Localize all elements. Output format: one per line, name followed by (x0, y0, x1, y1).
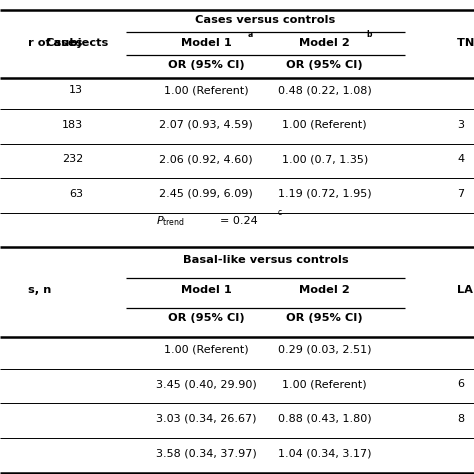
Text: $\mathit{P}_{\mathrm{trend}}$: $\mathit{P}_{\mathrm{trend}}$ (156, 214, 185, 228)
Text: Basal-like versus controls: Basal-like versus controls (182, 255, 348, 265)
Text: 1.00 (Referent): 1.00 (Referent) (283, 379, 367, 389)
Text: OR (95% CI): OR (95% CI) (286, 60, 363, 71)
Text: 1.00 (0.7, 1.35): 1.00 (0.7, 1.35) (282, 154, 368, 164)
Text: 2.06 (0.92, 4.60): 2.06 (0.92, 4.60) (159, 154, 253, 164)
Text: Model 1: Model 1 (181, 37, 232, 48)
Text: LA ca: LA ca (457, 285, 474, 295)
Text: TN ca: TN ca (457, 37, 474, 48)
Text: 13: 13 (69, 85, 83, 95)
Text: 1.00 (Referent): 1.00 (Referent) (283, 119, 367, 130)
Text: a: a (248, 30, 253, 38)
Text: Model 1: Model 1 (181, 285, 232, 295)
Text: 0.48 (0.22, 1.08): 0.48 (0.22, 1.08) (278, 85, 372, 95)
Text: OR (95% CI): OR (95% CI) (168, 60, 245, 71)
Text: OR (95% CI): OR (95% CI) (286, 313, 363, 323)
Text: 6: 6 (457, 379, 465, 389)
Text: 4: 4 (457, 154, 465, 164)
Text: b: b (366, 30, 372, 38)
Text: 63: 63 (69, 189, 83, 199)
Text: 3.03 (0.34, 26.67): 3.03 (0.34, 26.67) (156, 414, 256, 424)
Text: 1.19 (0.72, 1.95): 1.19 (0.72, 1.95) (278, 189, 372, 199)
Text: 8: 8 (457, 414, 465, 424)
Text: 3.58 (0.34, 37.97): 3.58 (0.34, 37.97) (156, 448, 256, 458)
Text: 0.29 (0.03, 2.51): 0.29 (0.03, 2.51) (278, 345, 372, 355)
Text: Cases: Cases (46, 37, 83, 48)
Text: 2.45 (0.99, 6.09): 2.45 (0.99, 6.09) (159, 189, 253, 199)
Text: c: c (277, 208, 282, 217)
Text: Model 2: Model 2 (299, 37, 350, 48)
Text: 1.00 (Referent): 1.00 (Referent) (164, 345, 248, 355)
Text: 2.07 (0.93, 4.59): 2.07 (0.93, 4.59) (159, 119, 253, 130)
Text: Cases versus controls: Cases versus controls (195, 15, 336, 25)
Text: 183: 183 (62, 119, 83, 130)
Text: 1.00 (Referent): 1.00 (Referent) (164, 85, 248, 95)
Text: 3: 3 (457, 119, 465, 130)
Text: 3.45 (0.40, 29.90): 3.45 (0.40, 29.90) (156, 379, 256, 389)
Text: OR (95% CI): OR (95% CI) (168, 313, 245, 323)
Text: 7: 7 (457, 189, 465, 199)
Text: = 0.24: = 0.24 (220, 216, 258, 226)
Text: Model 2: Model 2 (299, 285, 350, 295)
Text: s, n: s, n (28, 285, 52, 295)
Text: 1.04 (0.34, 3.17): 1.04 (0.34, 3.17) (278, 448, 372, 458)
Text: r of subjects: r of subjects (28, 37, 109, 48)
Text: 0.88 (0.43, 1.80): 0.88 (0.43, 1.80) (278, 414, 372, 424)
Text: 232: 232 (62, 154, 83, 164)
